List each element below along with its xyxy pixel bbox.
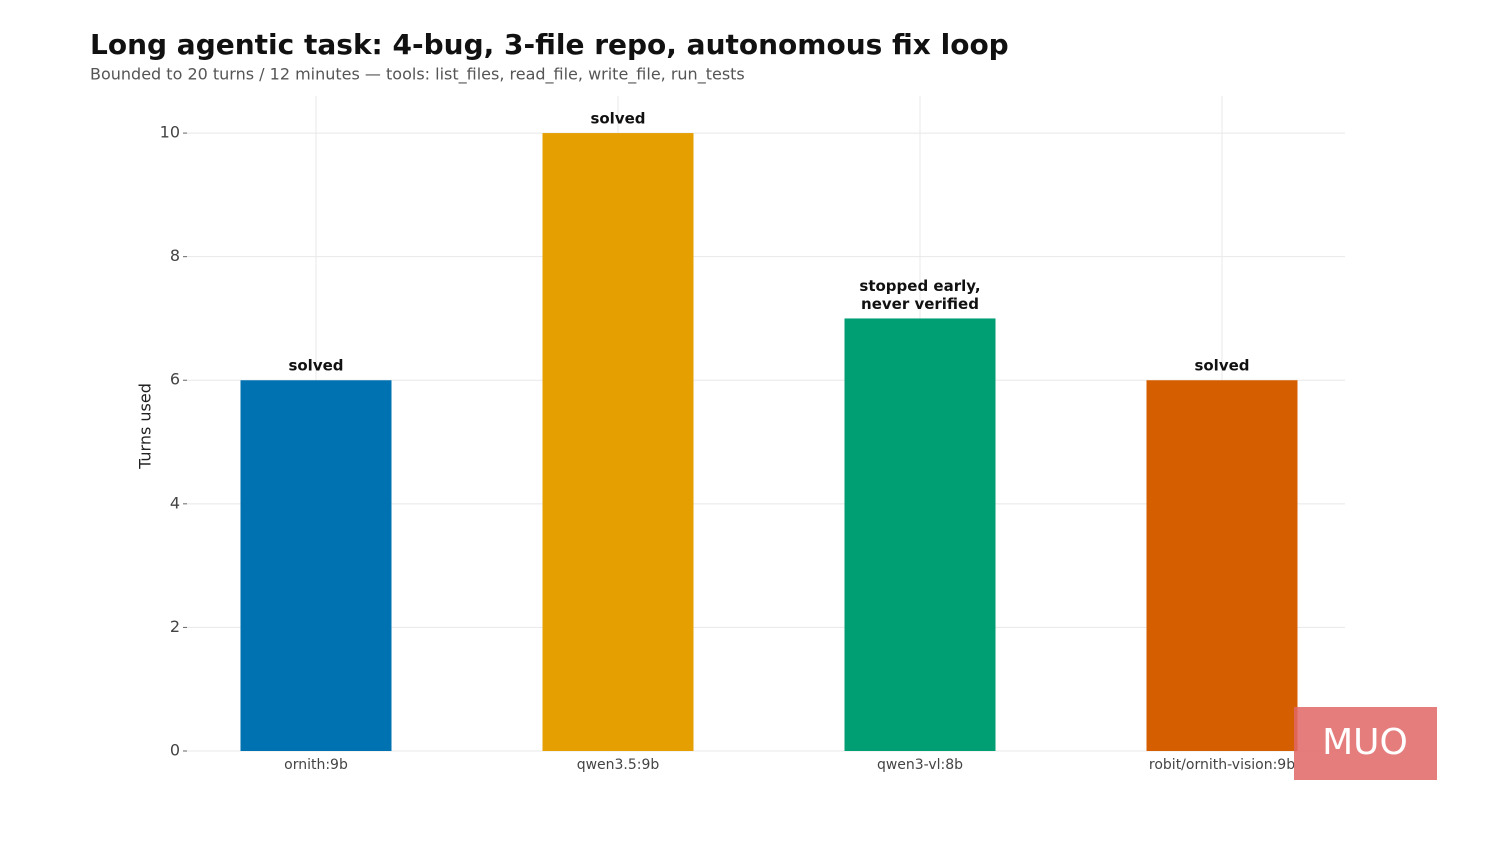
bar xyxy=(542,133,694,752)
x-tick-label: qwen3-vl:8b xyxy=(877,757,963,773)
bar xyxy=(1146,380,1298,751)
y-tick-label: 2 xyxy=(170,617,180,636)
x-tick-label: robit/ornith-vision:9b xyxy=(1149,757,1295,773)
chart-subtitle: Bounded to 20 turns / 12 minutes — tools… xyxy=(90,65,745,85)
bar-annotation: solved xyxy=(288,357,343,375)
bar xyxy=(844,318,996,751)
y-tick-label: 0 xyxy=(170,741,180,760)
watermark-box xyxy=(1294,707,1437,780)
y-tick-label: 6 xyxy=(170,370,180,389)
x-tick-label: qwen3.5:9b xyxy=(577,757,660,773)
y-tick-label: 10 xyxy=(160,123,180,142)
watermark-text: MUO xyxy=(1322,722,1408,763)
bar xyxy=(240,380,392,751)
bar-annotation: solved xyxy=(590,110,645,128)
x-tick-label: ornith:9b xyxy=(284,757,348,773)
y-tick-label: 8 xyxy=(170,246,180,265)
watermark: MUO xyxy=(1294,707,1437,780)
chart-title: Long agentic task: 4-bug, 3-file repo, a… xyxy=(90,28,1009,61)
bar-annotation: never verified xyxy=(861,295,979,313)
bar-annotation: solved xyxy=(1194,357,1249,375)
bar-annotation: stopped early, xyxy=(859,277,980,295)
y-axis-label: Turns used xyxy=(136,383,155,470)
y-tick-label: 4 xyxy=(170,493,180,512)
